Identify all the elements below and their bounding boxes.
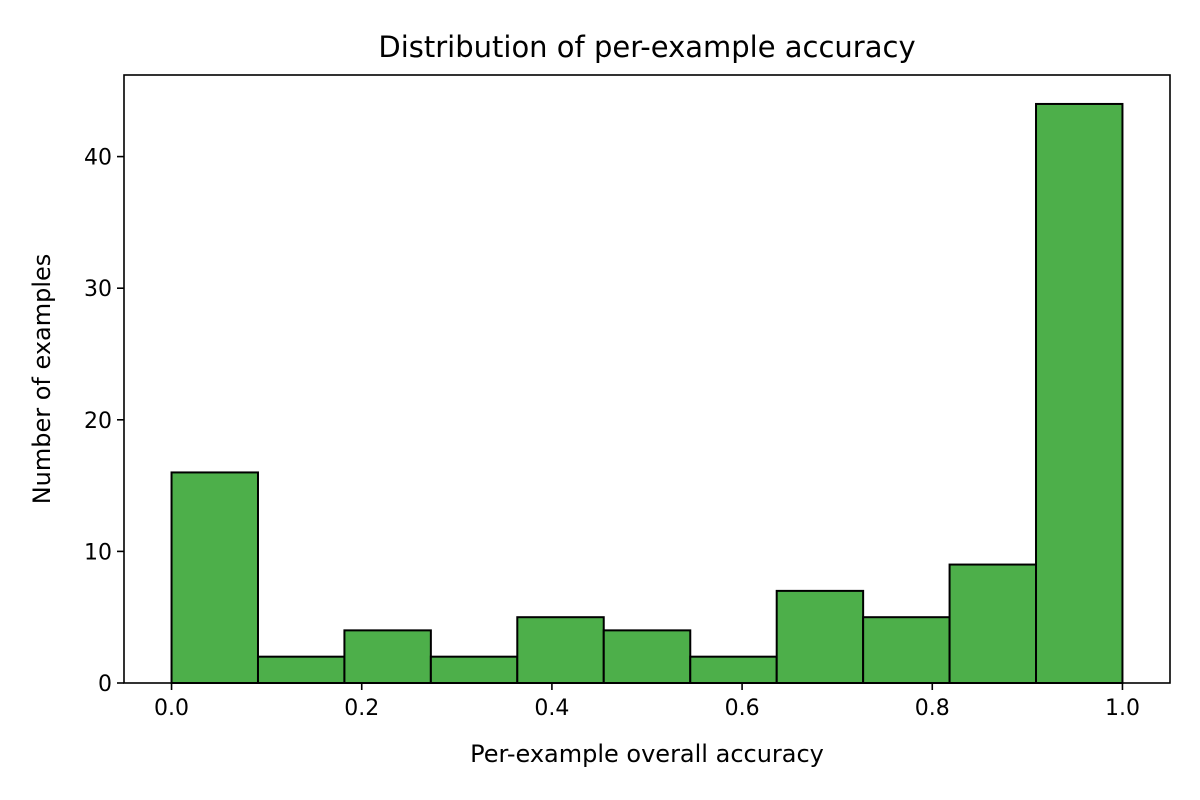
x-axis-label: Per-example overall accuracy	[470, 740, 824, 768]
x-tick-label: 0.8	[915, 696, 950, 721]
y-axis-label: Number of examples	[28, 254, 56, 505]
histogram-bar	[775, 589, 865, 684]
histogram-bar	[689, 655, 778, 684]
plot-frame	[123, 74, 1171, 684]
histogram-bar	[343, 629, 432, 685]
histogram-bar	[256, 655, 346, 684]
histogram-bar	[1035, 102, 1124, 684]
histogram-bar	[862, 616, 951, 685]
x-tick-label: 0.6	[725, 696, 760, 721]
x-tick-label: 0.4	[534, 696, 569, 721]
histogram-bar	[602, 629, 692, 685]
y-tick-label: 40	[84, 146, 112, 171]
chart-title: Distribution of per-example accuracy	[378, 30, 915, 64]
y-tick-label: 0	[98, 672, 112, 697]
y-ticks-group: 0 10 20 30 40	[84, 146, 124, 697]
x-tick-label: 0.0	[154, 696, 189, 721]
histogram-bar	[948, 563, 1038, 685]
x-tick-label: 0.2	[344, 696, 379, 721]
y-tick-label: 30	[84, 277, 112, 302]
histogram-bar	[429, 655, 519, 684]
bars-group	[170, 102, 1124, 685]
x-tick-label: 1.0	[1105, 696, 1140, 721]
histogram-bar	[170, 471, 259, 684]
histogram-bar	[516, 616, 605, 685]
y-tick-label: 10	[84, 540, 112, 565]
y-tick-label: 20	[84, 409, 112, 434]
x-ticks-group: 0.0 0.2 0.4 0.6 0.8 1.0	[154, 683, 1140, 721]
